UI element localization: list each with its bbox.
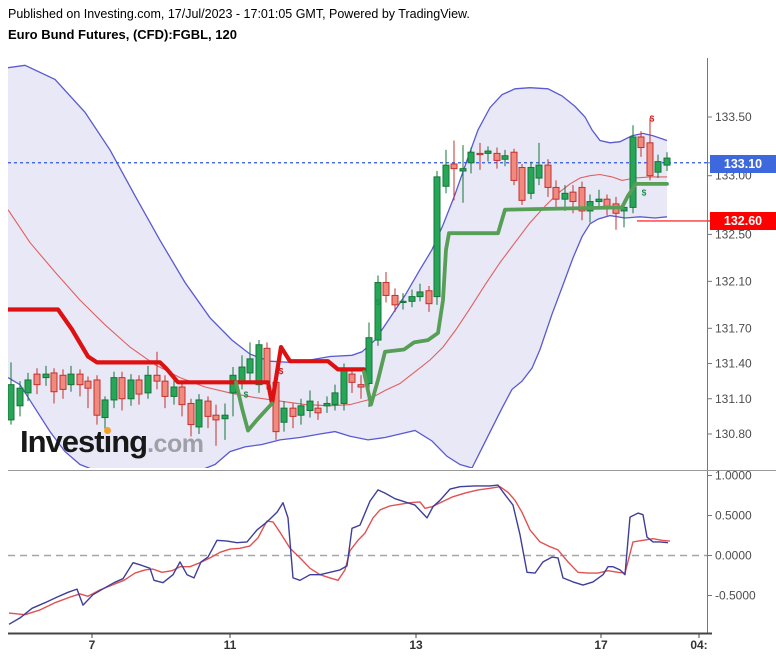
moving-average-line — [8, 173, 667, 407]
svg-text:17: 17 — [594, 638, 608, 652]
investing-watermark: Investıng.com — [20, 424, 204, 460]
svg-text:130.80: 130.80 — [715, 427, 752, 441]
svg-text:0.5000: 0.5000 — [715, 509, 752, 523]
svg-text:132.50: 132.50 — [715, 227, 752, 241]
price-axis-labels: 133.50133.00132.50132.10131.70131.40131.… — [707, 110, 752, 441]
svg-text:$: $ — [279, 366, 284, 376]
svg-text:11: 11 — [224, 638, 237, 652]
watermark-orange-dot-icon: ı — [103, 424, 113, 459]
svg-text:$: $ — [650, 114, 655, 124]
svg-text:7: 7 — [89, 638, 96, 652]
stop-value-badge: 132.60 — [710, 212, 776, 230]
watermark-brand-tail: ng — [111, 424, 148, 459]
candlestick-series — [8, 118, 671, 446]
published-header: Published on Investing.com, 17/Jul/2023 … — [8, 7, 470, 21]
svg-text:1.0000: 1.0000 — [715, 469, 752, 483]
watermark-suffix: .com — [147, 430, 204, 458]
svg-text:$: $ — [642, 188, 647, 198]
oscillator-panel[interactable] — [8, 484, 707, 625]
instrument-title: Euro Bund Futures, (CFD):FGBL, 120 — [8, 27, 237, 42]
svg-text:04:: 04: — [690, 638, 707, 652]
svg-text:$: $ — [376, 297, 381, 307]
watermark-brand-head: Invest — [20, 424, 105, 459]
svg-text:$: $ — [244, 390, 249, 400]
svg-text:-0.5000: -0.5000 — [715, 589, 756, 603]
svg-text:131.40: 131.40 — [715, 357, 752, 371]
svg-text:133.50: 133.50 — [715, 110, 752, 124]
time-axis-labels: 7 11 13 17 04: — [89, 633, 708, 652]
signal-markers: $ $ $ $ $ — [244, 114, 655, 400]
bollinger-band — [8, 64, 668, 468]
svg-text:132.10: 132.10 — [715, 274, 752, 288]
oscillator-axis-labels: 1.0000 0.5000 0.0000 -0.5000 — [707, 469, 756, 603]
last-price-badge: 133.10 — [710, 155, 776, 173]
axes-frame — [8, 58, 776, 635]
svg-text:13: 13 — [409, 638, 423, 652]
svg-text:0.0000: 0.0000 — [715, 549, 752, 563]
trend-stop-lines — [8, 182, 669, 433]
svg-text:131.70: 131.70 — [715, 321, 752, 335]
svg-text:131.10: 131.10 — [715, 392, 752, 406]
